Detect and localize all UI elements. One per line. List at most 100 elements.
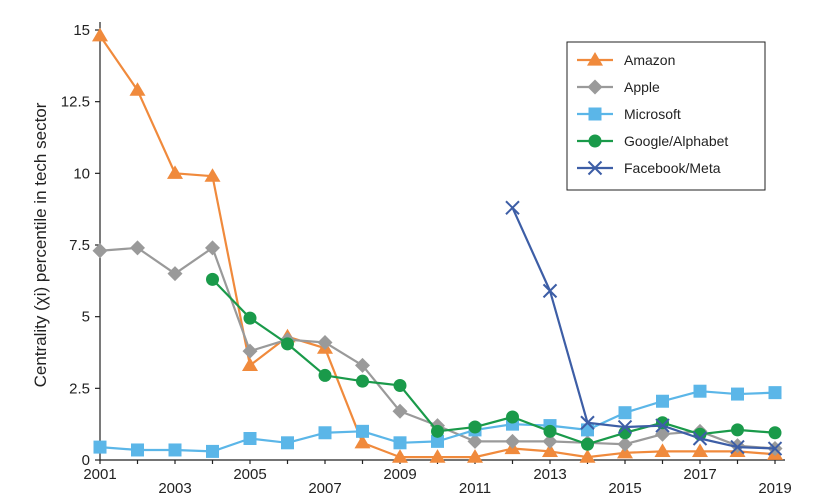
data-point-apple (467, 433, 483, 449)
x-stroke (617, 419, 633, 435)
data-point-apple (130, 240, 145, 256)
x-tick-label: 2005 (233, 466, 266, 483)
y-tick-label: 5 (82, 309, 90, 326)
legend-label: Facebook/Meta (624, 160, 721, 176)
data-point-apple (317, 334, 333, 350)
data-point-microsoft (393, 436, 407, 450)
data-point-microsoft (318, 426, 332, 440)
x-stroke (730, 439, 745, 455)
data-point-google-alphabet (206, 272, 219, 286)
data-point-amazon (654, 443, 671, 457)
data-point-apple (355, 357, 370, 373)
data-point-microsoft (206, 444, 219, 458)
y-tick-label: 2.5 (69, 380, 90, 397)
x-tick-label: 2001 (83, 466, 116, 483)
data-point-google-alphabet (318, 368, 332, 382)
axes: 0 2.5 5 7.5 10 12.5 15 2001 2003 2005 2007 2009 2011… (31, 22, 792, 497)
data-point-amazon (542, 443, 558, 457)
data-point-apple (392, 403, 408, 419)
data-point-microsoft (168, 443, 182, 457)
legend-label: Microsoft (624, 106, 681, 122)
series-line-google-alphabet (211, 278, 776, 446)
data-point-facebook-meta (692, 431, 708, 446)
series-microsoft (93, 384, 782, 458)
data-point-apple (617, 436, 633, 452)
data-point-facebook-meta (767, 441, 783, 456)
data-point-microsoft (693, 384, 707, 398)
data-point-amazon (429, 449, 446, 463)
x-stroke (655, 418, 670, 433)
data-point-amazon (692, 443, 708, 457)
x-tick-label: 2013 (533, 466, 566, 483)
x-stroke (542, 283, 558, 299)
data-point-apple (205, 240, 220, 256)
data-point-google-alphabet (543, 424, 557, 438)
data-point-microsoft (131, 443, 144, 457)
data-point-microsoft (581, 423, 594, 437)
y-tick-label: 0 (82, 452, 90, 469)
data-point-amazon (242, 357, 258, 371)
y-axis-label: Centrality (χi) percentile in tech secto… (31, 102, 50, 387)
data-point-microsoft (618, 406, 632, 420)
x-tick-label: 2007 (308, 480, 341, 497)
legend-item-google-alphabet: Google/Alphabet (577, 133, 728, 149)
data-point-amazon (354, 434, 371, 449)
legend-marker (587, 79, 603, 95)
x-tick-label: 2019 (758, 480, 791, 497)
data-point-facebook-meta (655, 418, 670, 433)
y-tick-label: 15 (73, 22, 90, 39)
data-point-google-alphabet (468, 420, 482, 434)
x-stroke (505, 200, 520, 215)
data-point-google-alphabet (768, 426, 782, 440)
data-point-apple (92, 243, 108, 259)
data-point-microsoft (731, 387, 744, 401)
data-point-microsoft (281, 436, 294, 450)
data-point-apple (542, 433, 558, 449)
data-point-facebook-meta (730, 439, 745, 455)
data-point-microsoft (768, 386, 782, 400)
series-apple (92, 240, 783, 457)
y-tick-label: 10 (73, 165, 90, 182)
data-point-google-alphabet (506, 410, 519, 424)
series-line-facebook-meta (511, 207, 776, 450)
legend-label: Amazon (624, 52, 675, 68)
legend: Amazon Apple Microsoft Google/Alphabet Faceb… (566, 41, 766, 191)
legend-item-apple: Apple (577, 79, 660, 95)
x-stroke (767, 441, 783, 456)
data-point-google-alphabet (243, 311, 257, 325)
legend-item-facebook-meta: Facebook/Meta (577, 160, 721, 176)
series-layer (92, 27, 783, 463)
data-point-microsoft (656, 394, 669, 408)
data-point-facebook-meta (617, 419, 633, 435)
data-point-amazon (392, 449, 408, 463)
data-point-apple (505, 433, 520, 449)
data-point-apple (730, 438, 745, 454)
x-tick-label: 2015 (608, 480, 641, 497)
x-stroke (580, 415, 595, 430)
data-point-google-alphabet (393, 378, 407, 392)
legend-label: Apple (624, 79, 660, 95)
data-point-amazon (579, 449, 596, 463)
data-point-microsoft (356, 424, 369, 438)
data-point-facebook-meta (580, 415, 595, 430)
data-point-microsoft (431, 434, 444, 448)
legend-marker (587, 160, 603, 176)
data-point-facebook-meta (542, 283, 558, 299)
y-tick-label: 7.5 (69, 237, 90, 254)
x-tick-label: 2003 (158, 480, 191, 497)
data-point-google-alphabet (281, 337, 294, 351)
data-point-apple (242, 343, 258, 359)
data-point-google-alphabet (731, 423, 744, 437)
x-tick-label: 2011 (459, 480, 491, 497)
data-point-facebook-meta (505, 200, 520, 215)
data-point-google-alphabet (356, 374, 369, 388)
data-point-amazon (204, 168, 221, 182)
x-tick-label: 2017 (683, 466, 716, 483)
x-tick-label: 2009 (383, 466, 416, 483)
series-facebook-meta (505, 200, 783, 456)
x-stroke (692, 431, 708, 446)
data-point-google-alphabet (581, 437, 594, 451)
data-point-amazon (167, 165, 183, 179)
data-point-apple (167, 266, 183, 282)
